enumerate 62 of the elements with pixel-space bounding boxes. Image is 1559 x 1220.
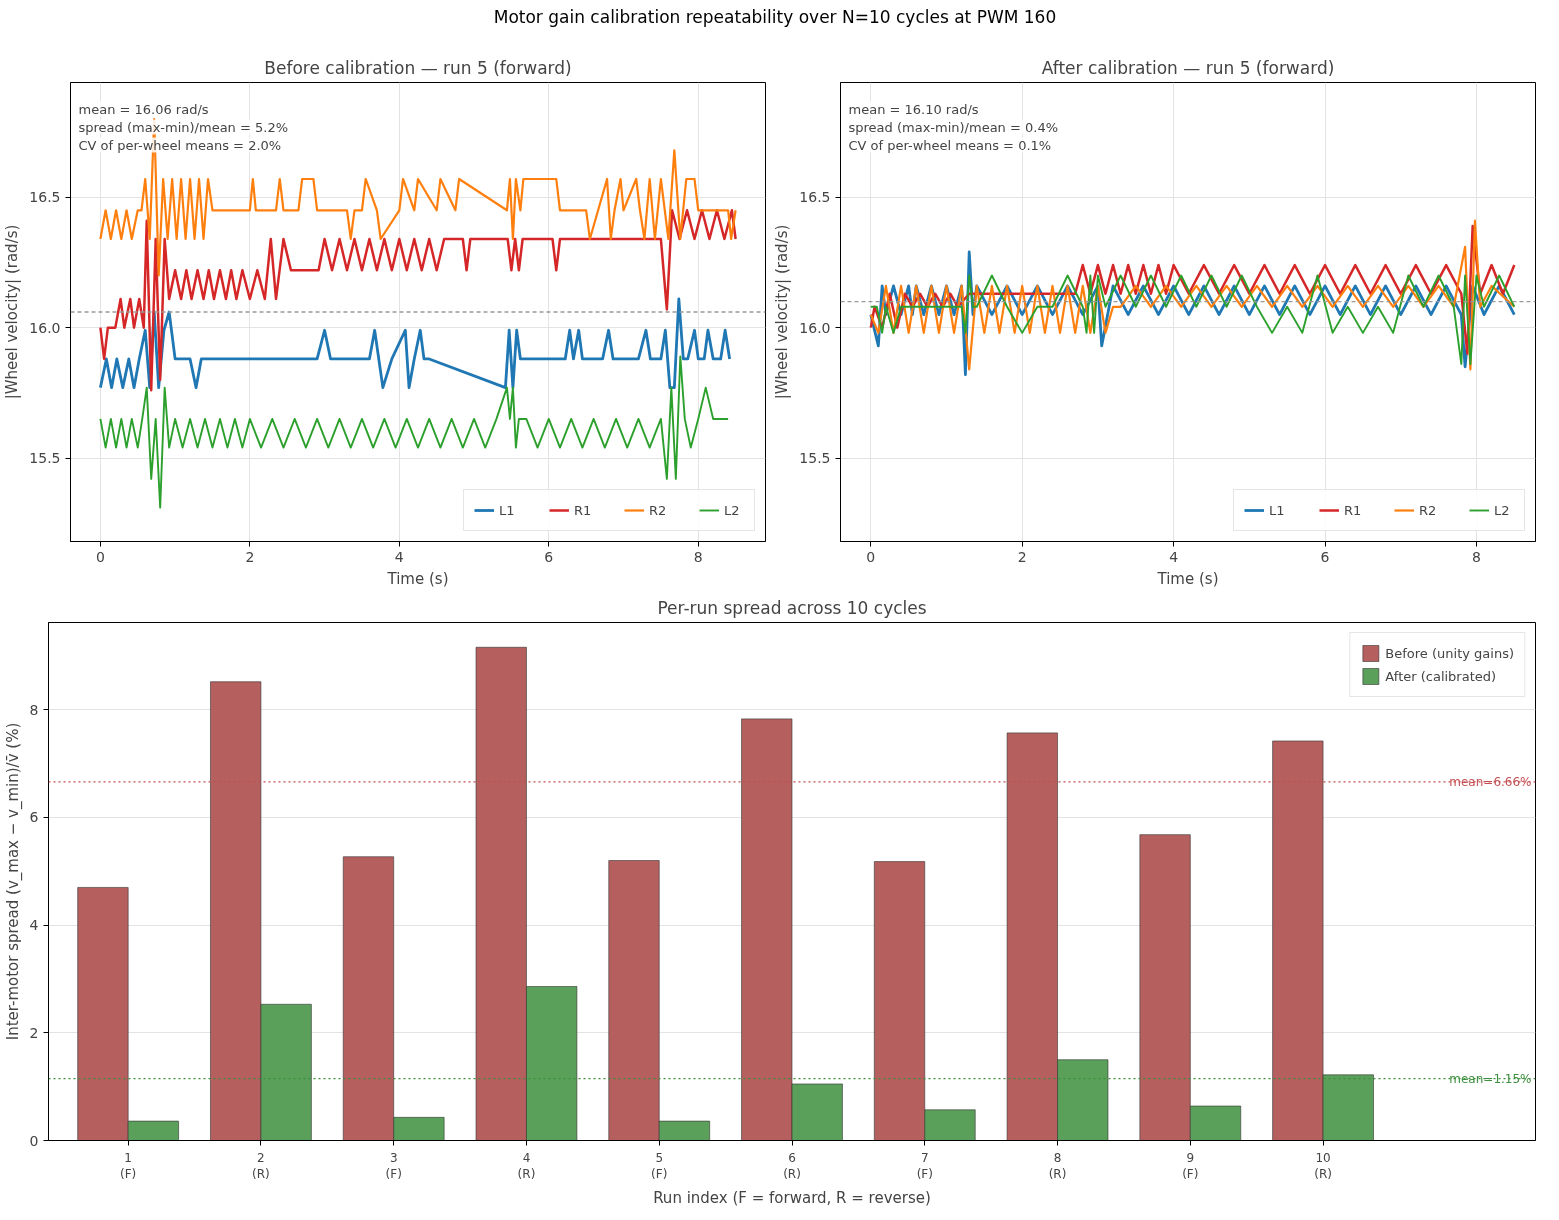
annotation: CV of per-wheel means = 0.1% (848, 137, 1052, 153)
legend-label: R2 (649, 502, 668, 518)
x-tick-label: 8 (R) (1048, 1150, 1067, 1182)
text: Motor gain calibration repeatability over N=10 cycles at PWM 160 (492, 6, 1058, 29)
legend-label: R2 (1419, 502, 1438, 518)
x-tick-label: 0 (95, 548, 105, 565)
x-tick-label: 7 (F) (916, 1150, 933, 1182)
y-tick-label: 16.5 (29, 189, 61, 206)
x-tick-label: 2 (R) (252, 1150, 270, 1182)
chart-title: Before calibration — run 5 (forward) (264, 57, 572, 78)
annotation: spread (max-min)/mean = 0.4% (848, 119, 1059, 135)
chart-title: Per-run spread across 10 cycles (657, 597, 927, 618)
x-tick-label: 4 (R) (517, 1150, 536, 1182)
legend-label: L1 (1269, 502, 1286, 518)
x-tick-label: 6 (544, 548, 554, 565)
ref-line-label: mean=1.15% (1449, 1071, 1532, 1086)
legend-label: L1 (499, 502, 516, 518)
x-tick-label: 3 (F) (385, 1150, 402, 1182)
legend-label: Before (unity gains) (1385, 645, 1514, 661)
x-tick-label: 4 (1169, 548, 1179, 565)
legend-label: L2 (1494, 502, 1511, 518)
x-tick-label: 8 (1471, 548, 1481, 565)
x-tick-label: 9 (F) (1182, 1150, 1199, 1182)
x-axis-title: Time (s) (386, 569, 449, 588)
y-tick-label: 2 (29, 1024, 39, 1041)
y-tick-label: 16.5 (799, 189, 831, 206)
legend-label: R1 (574, 502, 593, 518)
x-tick-label: 6 (R) (783, 1150, 801, 1182)
y-tick-label: 16.0 (29, 319, 61, 336)
y-tick-label: 15.5 (29, 450, 61, 467)
legend-label: L2 (724, 502, 741, 518)
line-series (99, 209, 737, 392)
annotation: mean = 16.06 rad/s (78, 101, 209, 117)
y-tick-label: 4 (29, 917, 39, 934)
ref-line-label: mean=6.66% (1449, 774, 1532, 789)
annotation: CV of per-wheel means = 2.0% (78, 137, 282, 153)
x-tick-label: 6 (1320, 548, 1330, 565)
x-tick-label: 1 (F) (120, 1150, 137, 1182)
x-tick-label: 0 (866, 548, 876, 565)
y-tick-label: 0 (29, 1132, 39, 1149)
line-series (869, 274, 1516, 366)
legend-label: After (calibrated) (1385, 668, 1497, 684)
y-tick-label: 8 (29, 701, 39, 718)
annotation: mean = 16.10 rad/s (848, 101, 979, 117)
x-axis-title: Time (s) (1156, 569, 1219, 588)
chart-title: After calibration — run 5 (forward) (1041, 57, 1335, 78)
y-axis-title: |Wheel velocity| (rad/s) (773, 224, 792, 400)
y-tick-label: 6 (29, 809, 39, 826)
y-tick-label: 16.0 (799, 319, 831, 336)
x-tick-label: 5 (F) (651, 1150, 668, 1182)
y-axis-title: Inter-motor spread (v_max − v_min)/v̄ (%) (3, 722, 23, 1041)
x-tick-label: 4 (394, 548, 404, 565)
legend-label: R1 (1344, 502, 1363, 518)
x-tick-label: 8 (693, 548, 703, 565)
x-axis-title: Run index (F = forward, R = reverse) (653, 1189, 931, 1208)
line-series (98, 297, 732, 390)
x-tick-label: 10 (R) (1314, 1150, 1332, 1182)
x-tick-label: 2 (245, 548, 255, 565)
annotation: spread (max-min)/mean = 5.2% (78, 119, 289, 135)
y-axis-title: |Wheel velocity| (rad/s) (3, 224, 22, 400)
y-tick-label: 15.5 (799, 450, 831, 467)
x-tick-label: 2 (1017, 548, 1027, 565)
